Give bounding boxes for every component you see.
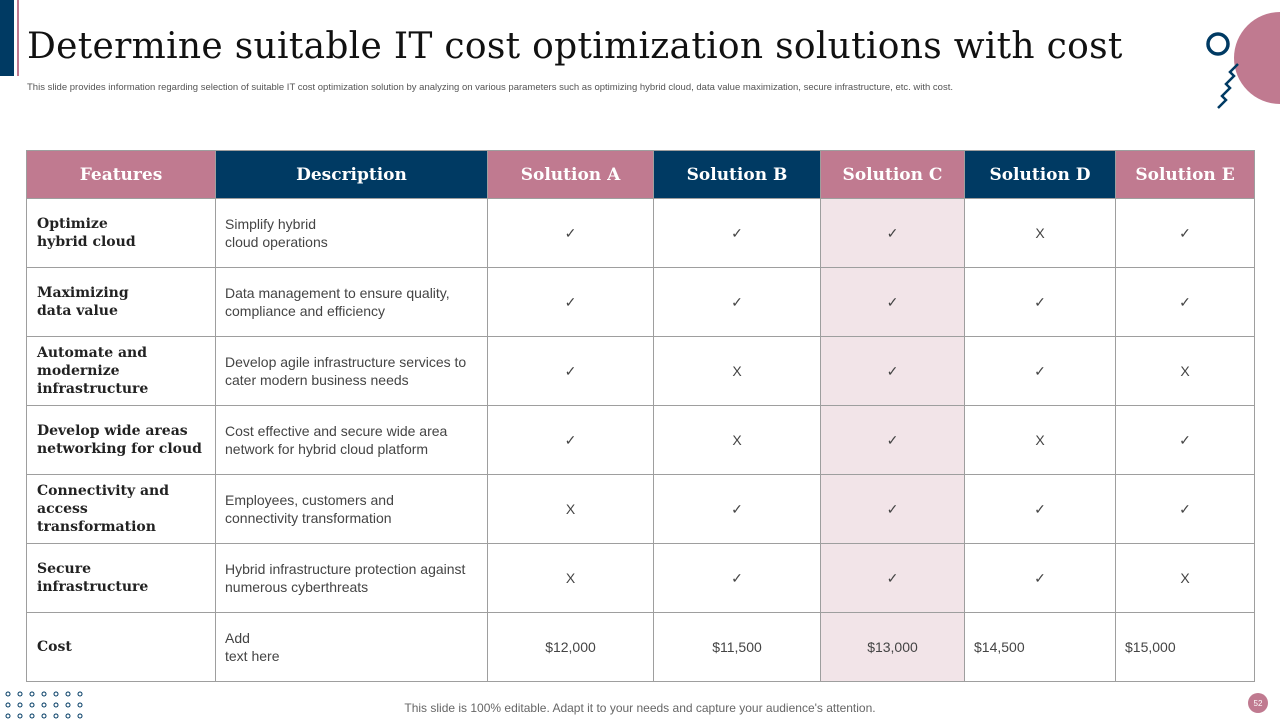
- accent-line: [17, 0, 19, 76]
- header-solution-d: Solution D: [964, 150, 1116, 199]
- solution-b-mark: ✓: [653, 474, 821, 544]
- solution-e-mark: ✓: [1115, 474, 1255, 544]
- solution-a-mark: ✓: [487, 198, 654, 268]
- solution-c-mark: ✓: [820, 474, 965, 544]
- solution-e-mark: X: [1115, 336, 1255, 406]
- table-row: Optimize hybrid cloud Simplify hybrid clou…: [26, 198, 1255, 268]
- ring-icon: [1206, 32, 1230, 56]
- solution-d-cost: $14,500: [964, 612, 1116, 682]
- solution-c-mark: ✓: [820, 336, 965, 406]
- solution-a-mark: X: [487, 474, 654, 544]
- header-solution-c: Solution C: [820, 150, 965, 199]
- description-cell: Simplify hybrid cloud operations: [215, 198, 488, 268]
- table-row: Maximizing data value Data management to …: [26, 267, 1255, 337]
- dot-grid-icon: [5, 691, 83, 719]
- decorative-shapes-icon: [1206, 12, 1280, 109]
- table-header-row: Features Description Solution A Solution…: [26, 150, 1255, 199]
- solution-c-mark: ✓: [820, 543, 965, 613]
- page-subtitle: This slide provides information regardin…: [27, 82, 953, 93]
- solution-e-mark: ✓: [1115, 405, 1255, 475]
- table-row: Connectivity and access transformation Em…: [26, 474, 1255, 544]
- footer-note: This slide is 100% editable. Adapt it to…: [404, 701, 876, 715]
- feature-cell: Secure infrastructure: [26, 543, 216, 613]
- solution-a-cost: $12,000: [487, 612, 654, 682]
- solution-c-cost: $13,000: [820, 612, 965, 682]
- table-row: Develop wide areas networking for cloud C…: [26, 405, 1255, 475]
- solution-e-mark: ✓: [1115, 198, 1255, 268]
- page-title: Determine suitable IT cost optimization …: [27, 26, 1123, 67]
- solution-c-mark: ✓: [820, 405, 965, 475]
- solutions-table: Features Description Solution A Solution…: [26, 150, 1255, 682]
- feature-cell: Connectivity and access transformation: [26, 474, 216, 544]
- solution-b-mark: X: [653, 405, 821, 475]
- solution-d-mark: ✓: [964, 543, 1116, 613]
- solution-c-mark: ✓: [820, 198, 965, 268]
- solution-d-mark: ✓: [964, 336, 1116, 406]
- solution-d-mark: X: [964, 405, 1116, 475]
- description-cell: Hybrid infrastructure protection against…: [215, 543, 488, 613]
- solution-b-mark: ✓: [653, 267, 821, 337]
- description-cell: Cost effective and secure wide area netwo…: [215, 405, 488, 475]
- solution-e-mark: ✓: [1115, 267, 1255, 337]
- header-solution-e: Solution E: [1115, 150, 1255, 199]
- header-solution-b: Solution B: [653, 150, 821, 199]
- solution-d-mark: ✓: [964, 474, 1116, 544]
- description-cell: Employees, customers and connectivity tra…: [215, 474, 488, 544]
- solution-e-cost: $15,000: [1115, 612, 1255, 682]
- solution-a-mark: ✓: [487, 405, 654, 475]
- solution-b-mark: ✓: [653, 198, 821, 268]
- header-description: Description: [215, 150, 488, 199]
- cost-label-cell: Cost: [26, 612, 216, 682]
- description-cell: Develop agile infrastructure services to…: [215, 336, 488, 406]
- header-features: Features: [26, 150, 216, 199]
- cost-description-cell: Add text here: [215, 612, 488, 682]
- table-row: Automate and modernize infrastructure Deve…: [26, 336, 1255, 406]
- pink-half-circle-icon: [1234, 12, 1280, 104]
- cost-row: Cost Add text here $12,000 $11,500 $13,00…: [26, 612, 1255, 682]
- feature-cell: Optimize hybrid cloud: [26, 198, 216, 268]
- zigzag-icon: [1217, 63, 1239, 109]
- solution-b-cost: $11,500: [653, 612, 821, 682]
- header-solution-a: Solution A: [487, 150, 654, 199]
- page-number-badge: 52: [1248, 693, 1268, 713]
- feature-cell: Maximizing data value: [26, 267, 216, 337]
- solution-c-mark: ✓: [820, 267, 965, 337]
- solution-b-mark: X: [653, 336, 821, 406]
- solution-e-mark: X: [1115, 543, 1255, 613]
- feature-cell: Automate and modernize infrastructure: [26, 336, 216, 406]
- feature-cell: Develop wide areas networking for cloud: [26, 405, 216, 475]
- solution-d-mark: ✓: [964, 267, 1116, 337]
- solution-a-mark: ✓: [487, 267, 654, 337]
- solution-a-mark: X: [487, 543, 654, 613]
- accent-bar: [0, 0, 14, 76]
- solution-d-mark: X: [964, 198, 1116, 268]
- description-cell: Data management to ensure quality, compli…: [215, 267, 488, 337]
- table-row: Secure infrastructure Hybrid infrastructu…: [26, 543, 1255, 613]
- solution-a-mark: ✓: [487, 336, 654, 406]
- solution-b-mark: ✓: [653, 543, 821, 613]
